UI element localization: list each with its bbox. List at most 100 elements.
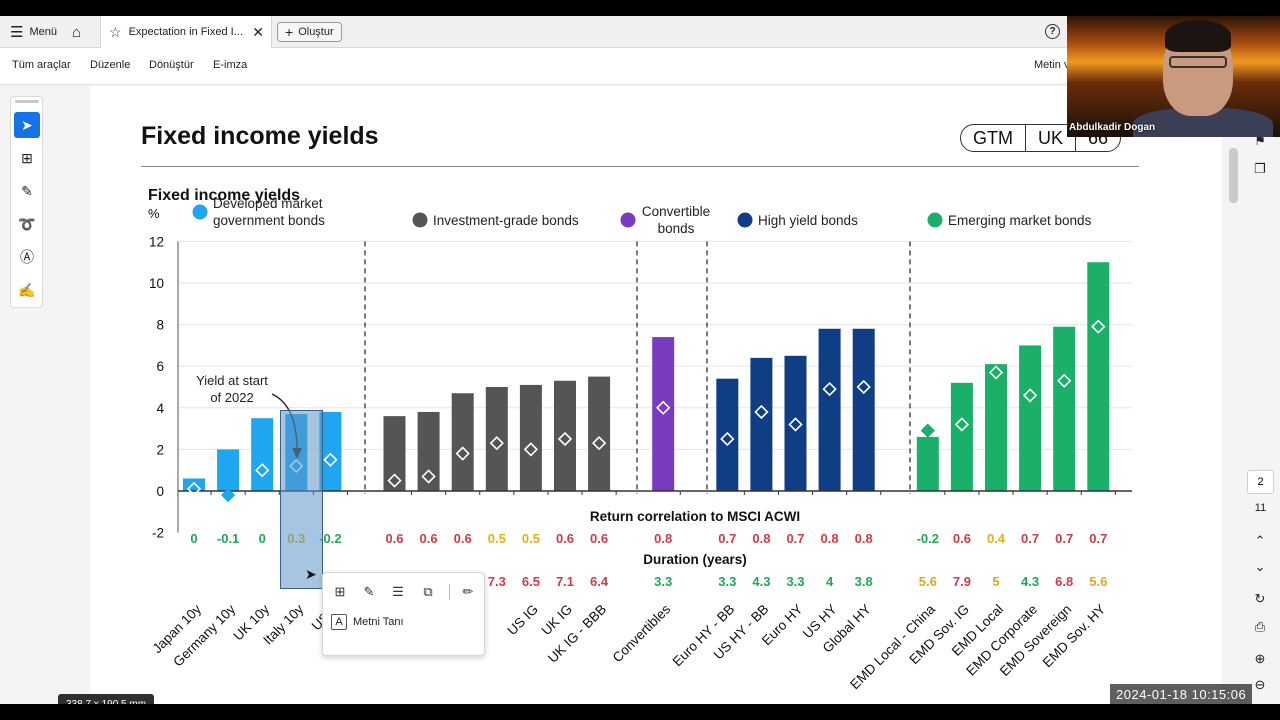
bar-4 [319,411,342,491]
freehand-draw-icon[interactable]: ➰ [18,215,36,232]
correlation-value: 0.5 [522,531,540,546]
bookmark-icon[interactable]: ⚑ [1254,133,1266,148]
create-button[interactable]: + Oluştur [277,22,342,42]
chevron-up-icon[interactable]: ⌃ [1254,533,1266,548]
total-pages: 11 [1254,502,1267,514]
start-2022-marker-16 [822,381,837,397]
y-tick-label: 0 [156,484,164,499]
export-pdf-icon[interactable]: ⎙ [1254,619,1266,634]
start-2022-marker-7 [455,446,470,461]
document-tab[interactable]: ☆ Expectation in Fixed I... ✕ [100,16,272,48]
rail-grip[interactable] [15,100,39,103]
y-tick-label: 2 [156,442,164,457]
tool-edit[interactable]: Düzenle [90,59,131,71]
duration-value: 5.6 [1089,574,1107,589]
menu-button[interactable]: ☰ Menü [10,16,57,48]
tab-title: Expectation in Fixed I... [128,26,243,38]
duration-value: 7.3 [488,574,506,589]
start-2022-marker-12 [656,400,671,415]
duration-value: 5 [992,574,999,589]
page-badge: GTM UK 66 [960,124,1122,152]
bar-15 [784,355,807,491]
correlation-value: 0.7 [718,531,736,546]
correlation-value: 0.4 [987,531,1006,546]
start-2022-marker-19 [954,417,970,432]
correlation-value: 0.8 [654,531,672,546]
start-2022-marker-1 [220,488,236,503]
correlation-value: 0 [190,531,197,546]
legend-marker-1 [412,212,428,228]
bar-7 [451,393,474,491]
text-box-icon[interactable]: Ⓐ [20,249,34,265]
popup-separator [449,584,450,600]
zoom-in-icon[interactable]: ⊕ [1254,651,1266,666]
add-comment-icon[interactable]: ⊞ [21,149,33,166]
edit-text-icon[interactable]: ✏ [462,584,474,599]
chart-title: Fixed income yields [148,187,300,204]
legend-label-3: High yield bonds [758,213,858,228]
copy-icon[interactable]: ⧉ [423,584,433,599]
star-icon[interactable]: ☆ [109,23,122,40]
correlation-value: 0.5 [488,531,506,546]
tool-text[interactable]: Metin v [1034,59,1070,71]
duration-title: Duration (years) [643,552,747,567]
create-label: Oluştur [298,26,334,38]
comment-icon[interactable]: ⊞ [334,584,346,599]
duration-value: 6.4 [590,574,609,589]
correlation-value: 0.6 [556,531,574,546]
home-icon[interactable]: ⌂ [72,23,82,41]
annotation-line-2: of 2022 [210,390,253,405]
start-2022-marker-13 [720,431,735,447]
legend-label-1: Investment-grade bonds [433,213,579,228]
start-2022-marker-0 [186,481,202,497]
strikethrough-icon[interactable]: ☰ [392,584,404,599]
zoom-out-icon[interactable]: ⊖ [1254,677,1266,692]
hamburger-icon: ☰ [10,24,24,41]
bar-21 [1019,345,1042,491]
pen-icon[interactable]: ✎ [363,584,375,599]
highlight-pen-icon[interactable]: ✎ [21,182,33,199]
current-page-field[interactable]: 2 [1247,470,1274,494]
sign-icon[interactable]: ✍ [18,281,36,298]
tool-esign[interactable]: E-imza [213,59,248,71]
legend-label-0: Developed market [213,196,323,211]
recognize-text-item[interactable]: A Metni Tanı [331,611,478,633]
bar-1 [217,449,240,491]
selection-box[interactable] [280,410,323,589]
bar-18 [916,436,939,491]
bar-13 [716,378,739,491]
correlation-value: -0.2 [319,531,341,546]
bar-0 [183,478,205,491]
help-icon[interactable]: ? [1045,24,1060,39]
y-tick-label: 8 [156,318,164,333]
correlation-value: 0.8 [855,531,873,546]
duration-value: 4 [826,574,834,589]
scrollbar-thumb[interactable] [1229,148,1238,203]
correlation-value: -0.1 [217,531,239,546]
legend-marker-0 [192,204,208,220]
duration-value: 6.5 [522,574,540,589]
webcam-person-hair [1165,20,1231,52]
bar-2 [251,418,274,491]
page-dimensions: 338,7 x 190,5 mm [58,694,155,704]
start-2022-marker-10 [557,431,573,447]
refresh-icon[interactable]: ↻ [1254,591,1266,606]
tool-all-tools[interactable]: Tüm araçlar [12,59,71,71]
menu-label: Menü [29,26,57,38]
chevron-down-icon[interactable]: ⌄ [1254,559,1266,574]
start-2022-marker-2 [255,463,270,478]
close-icon[interactable]: ✕ [252,23,264,40]
correlation-value: 0.6 [385,531,403,546]
copy-pages-icon[interactable]: ❐ [1254,161,1266,176]
duration-value: 5.6 [919,574,937,589]
tool-convert[interactable]: Dönüştür [149,59,194,71]
select-cursor-icon[interactable]: ➤ [14,112,40,138]
duration-value: 7.1 [556,574,574,589]
title-divider [141,166,1139,167]
webcam-name: Abdulkadir Dogan [1069,122,1156,133]
tab-bar: ☰ Menü ⌂ ☆ Expectation in Fixed I... ✕ +… [0,16,1280,48]
duration-value: 4.3 [752,574,770,589]
correlation-value: 0.7 [1055,531,1073,546]
bar-20 [985,364,1007,491]
start-2022-marker-15 [788,417,803,432]
